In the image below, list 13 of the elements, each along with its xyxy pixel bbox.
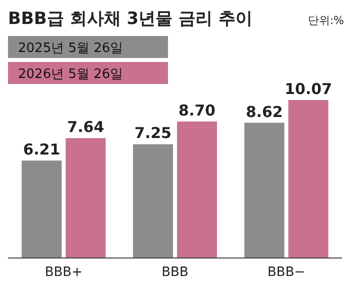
data-label: 7.64 [67,118,104,136]
legend-label: 2025년 5월 26일 [18,41,124,56]
data-label: 10.07 [284,80,332,98]
x-tick-label: BBB+ [44,265,82,280]
data-label: 7.25 [134,124,172,142]
title: BBB급 회사채 3년물 금리 추이 [8,9,252,29]
data-label: 6.21 [23,140,60,159]
x-tick-label: BBB− [268,265,306,280]
legend-label: 2026년 5월 26일 [18,67,124,82]
annotation: 단위:% [308,14,344,27]
x-tick-label: BBB [162,265,188,280]
data-label: 8.70 [178,102,216,120]
data-label: 8.62 [246,102,283,121]
